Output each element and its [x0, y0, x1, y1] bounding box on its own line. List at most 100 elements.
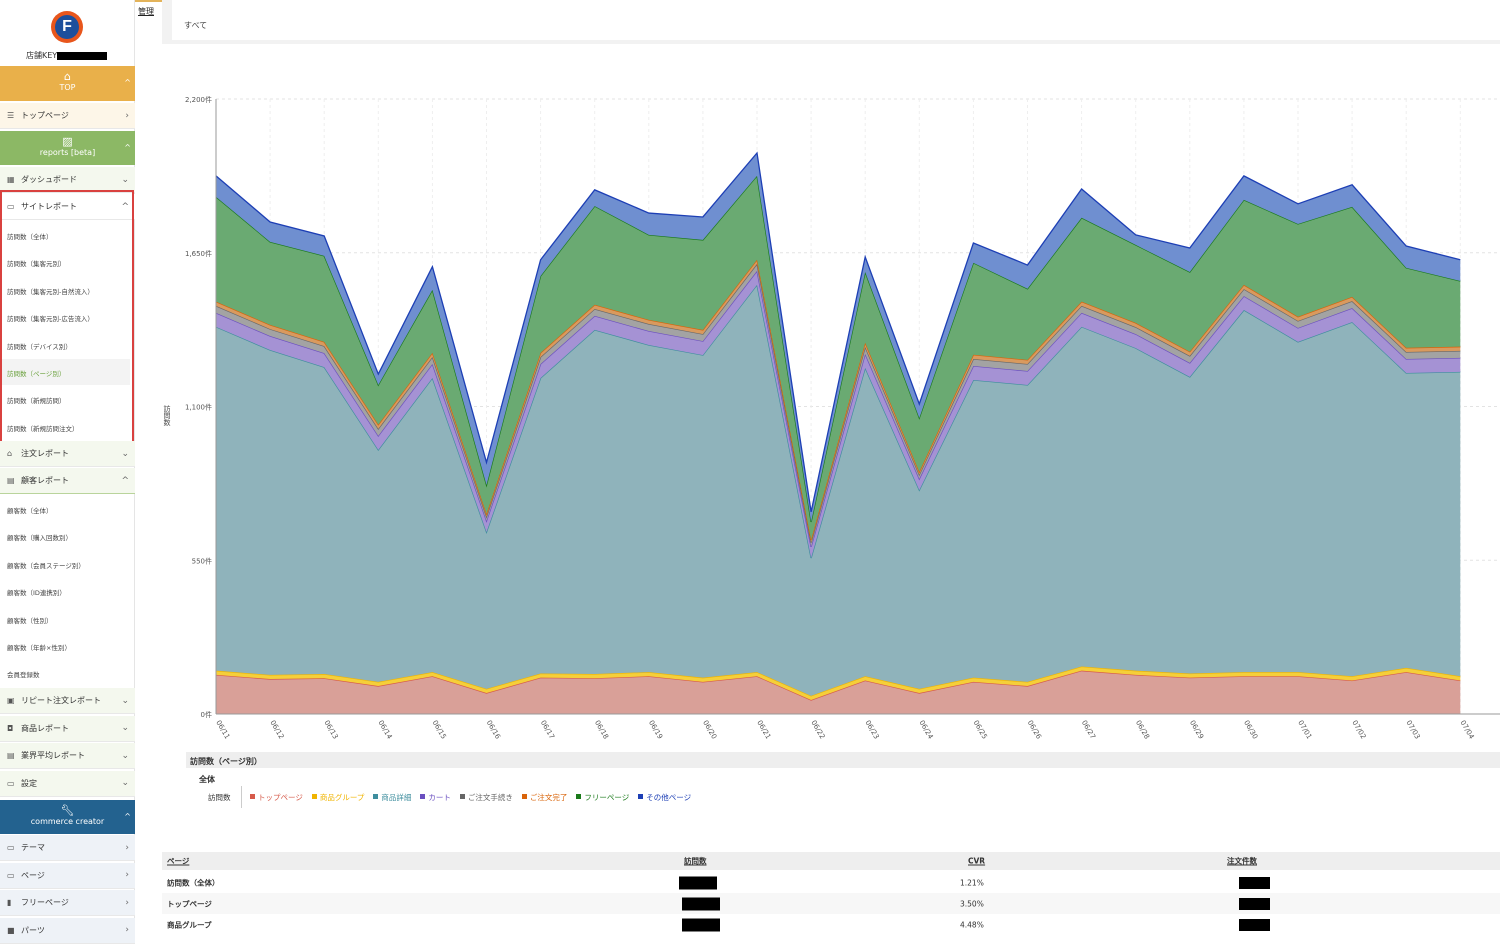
sidebar-subitem[interactable]: 顧客数（全体）	[7, 507, 53, 515]
sidebar-item-cc[interactable]: ■ パーツ ›	[0, 917, 135, 944]
chevron-right-icon: ›	[125, 897, 129, 908]
filter-value[interactable]: すべて	[184, 21, 208, 30]
x-tick-label: 06/29	[1188, 719, 1205, 740]
area-series-6	[216, 175, 1461, 540]
cell-cvr: 4.48%	[960, 920, 984, 929]
area-series-7	[216, 152, 1461, 522]
id-card-icon: ▤	[7, 476, 15, 485]
sidebar-subitem[interactable]: 訪問数（集客元別-自然流入）	[7, 287, 94, 296]
legend-swatch	[373, 794, 379, 799]
sidebar-subitem[interactable]: 訪問数（新規訪問注文）	[7, 424, 79, 433]
sidebar-subitem[interactable]: 会員登録数	[7, 671, 40, 680]
legend-item[interactable]: フリーページ	[576, 792, 629, 803]
area-series-1	[216, 666, 1461, 701]
x-tick-label: 06/20	[701, 719, 718, 740]
x-tick-label: 06/26	[1026, 719, 1043, 741]
x-tick-label: 06/21	[755, 719, 772, 740]
sidebar-item-cc[interactable]: ▭ ページ ›	[0, 862, 135, 889]
col-visits[interactable]: 訪問数	[684, 856, 707, 866]
sidebar-subitem[interactable]: 訪問数（集客元別）	[7, 260, 66, 269]
sidebar-subitem[interactable]: 訪問数（全体）	[7, 233, 53, 241]
section-top[interactable]: ⌂ TOP ^	[0, 66, 135, 101]
sidebar-item-cc[interactable]: ▮ フリーページ ›	[0, 890, 135, 916]
legend-item[interactable]: 商品グループ	[311, 792, 364, 803]
stacked-area-chart: 0件 550件 1,100件 1,650件 2,200件 06/11 06/12 06/13 0…	[185, 95, 1500, 741]
chevron-down-icon: ⌄	[121, 448, 129, 459]
sidebar-subitem[interactable]: 顧客数（ID連携別）	[7, 589, 66, 598]
shop-key: 店舗KEY	[26, 50, 108, 61]
nav-manage[interactable]: 管理	[138, 7, 154, 16]
sidebar-subitem[interactable]: 訪問数（新規訪問）	[7, 397, 66, 406]
col-orders[interactable]: 注文件数	[1227, 856, 1257, 866]
legend-item[interactable]: ご注文完了	[521, 792, 568, 803]
brand-logo[interactable]: F	[51, 11, 83, 43]
chevron-up-icon: ^	[124, 812, 131, 821]
sidebar-subitem[interactable]: 訪問数（集客元別-広告流入）	[7, 315, 94, 324]
chevron-up-icon: ^	[124, 78, 131, 87]
sidebar-item-customer-report[interactable]: ▤ 顧客レポート ^	[0, 468, 135, 494]
sidebar-item-site-report[interactable]: ▭ サイトレポート ^	[0, 194, 135, 220]
chevron-up-icon: ^	[121, 475, 129, 486]
page-icon: ☰	[7, 111, 15, 120]
wrench-icon: 🔧︎	[60, 804, 75, 817]
section-commerce-creator[interactable]: 🔧︎ commerce creator ^	[0, 800, 135, 834]
x-tick-label: 06/12	[268, 719, 285, 740]
sidebar-item-report[interactable]: ▣ リピート注文レポート ⌄	[0, 688, 135, 714]
legend-item[interactable]: トップページ	[250, 792, 303, 803]
item-label: ページ	[21, 870, 45, 880]
chevron-right-icon: ›	[125, 925, 129, 935]
sidebar-item-dashboard[interactable]: ▦ ダッシュボード ⌄	[0, 167, 135, 193]
legend-text: ご注文完了	[529, 793, 568, 802]
sidebar-subitem[interactable]: 顧客数（会員ステージ別）	[7, 561, 85, 570]
sidebar-subitem[interactable]: 顧客数（性別）	[7, 616, 53, 625]
sidebar-item-report[interactable]: ▭ 設定 ⌄	[0, 770, 135, 797]
section-title: 訪問数（ページ別）	[186, 752, 1500, 768]
legend-item[interactable]: 商品詳細	[373, 792, 411, 803]
legend-swatch	[250, 794, 255, 799]
item-label: 設定	[21, 778, 37, 788]
sidebar-subitem[interactable]: 訪問数（ページ別）	[7, 370, 66, 378]
item-label: トップページ	[21, 111, 69, 120]
sidebar-subitem[interactable]: 顧客数（年齢×性別）	[7, 644, 71, 652]
legend-label: 訪問数	[208, 793, 231, 802]
x-tick-label: 06/17	[539, 719, 556, 740]
sidebar-item-cc[interactable]: ▭ テーマ ›	[0, 835, 135, 861]
legend-text: その他ページ	[646, 793, 692, 802]
redacted-orders	[1239, 897, 1270, 910]
y-axis-label: 訪問数	[163, 405, 171, 426]
sidebar-item-report[interactable]: ▤ 業界平均レポート ⌄	[0, 743, 135, 769]
legend-swatch	[576, 794, 582, 799]
section-reports-label: reports [beta]	[39, 148, 96, 157]
col-page[interactable]: ページ	[167, 856, 190, 866]
redacted-orders	[1239, 876, 1270, 889]
item-label: 商品レポート	[21, 723, 69, 733]
legend-item[interactable]: カート	[420, 792, 451, 803]
sidebar-item-toppage[interactable]: ☰ トップページ ›	[0, 103, 135, 129]
section-reports[interactable]: ▨ reports [beta] ^	[0, 131, 135, 165]
table-row: 商品グループ 4.48%	[162, 914, 1500, 935]
file-icon: ▮	[7, 898, 12, 907]
sidebar: F 店舗KEY ⌂ TOP ^ ☰ トップページ › ▨ reports [beta] ^ …	[0, 0, 135, 944]
chevron-down-icon: ⌄	[121, 723, 129, 733]
chevron-down-icon: ⌄	[121, 778, 129, 788]
chevron-right-icon: ›	[125, 870, 129, 880]
col-cvr[interactable]: CVR	[968, 856, 986, 866]
redacted-visits	[679, 876, 717, 889]
sidebar-subitem[interactable]: 訪問数（デバイス別）	[7, 342, 72, 351]
section-top-label: TOP	[59, 83, 76, 92]
sidebar-subitem[interactable]: 顧客数（購入回数別）	[7, 534, 72, 543]
x-tick-label: 07/03	[1404, 719, 1421, 740]
basket-icon: ⌂	[7, 449, 13, 458]
item-label: 顧客レポート	[21, 476, 69, 485]
legend-item[interactable]: その他ページ	[638, 792, 691, 803]
sidebar-item-order-report[interactable]: ⌂ 注文レポート ⌄	[0, 441, 135, 467]
section-subtitle: 全体	[199, 775, 215, 784]
sidebar-item-report[interactable]: ◘ 商品レポート ⌄	[0, 715, 135, 742]
series-line-6	[215, 174, 1461, 523]
chevron-down-icon: ⌄	[121, 695, 129, 706]
x-tick-label: 07/01	[1296, 719, 1313, 740]
item-label: ダッシュボード	[21, 175, 77, 184]
legend-item[interactable]: ご注文手続き	[459, 792, 513, 803]
chevron-right-icon: ›	[125, 110, 129, 121]
y-tick-label: 550件	[192, 556, 212, 565]
